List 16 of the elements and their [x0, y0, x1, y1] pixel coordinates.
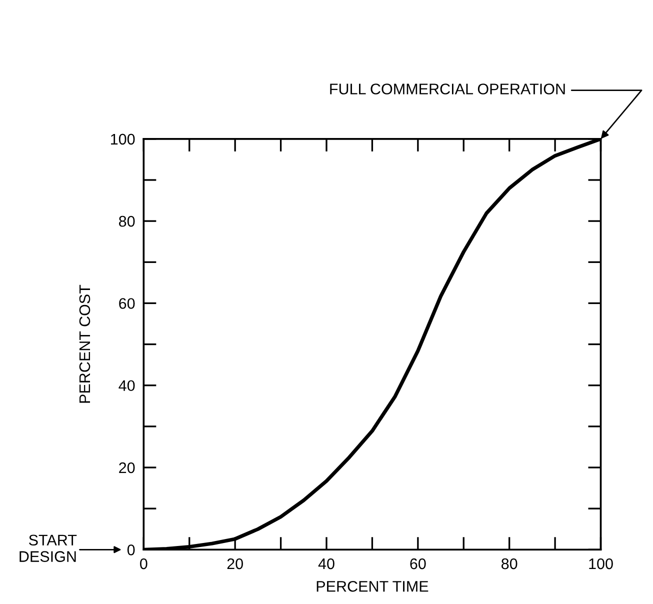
text: START DESIGN [20, 534, 77, 562]
annotation: FULL COMMERCIAL OPERATION [330, 84, 565, 94]
x-tick-label: 60 [410, 558, 426, 570]
x-tick-label: 80 [502, 558, 518, 570]
y-tick-label: 40 [118, 380, 135, 392]
x-tick-label: 100 [589, 558, 613, 570]
y-axis-title: PERCENT COST [79, 284, 90, 403]
y-tick-label: 100 [111, 134, 135, 145]
y-tick-label: 80 [119, 216, 135, 227]
x-tick-label: 0 [140, 558, 148, 570]
x-axis-title: PERCENT TIME [316, 580, 428, 592]
y-tick-label: 20 [119, 462, 135, 474]
x-tick-label: 20 [227, 558, 243, 570]
x-tick-label: 40 [318, 558, 334, 570]
y-tick-label: 0 [127, 544, 135, 556]
y-tick-label: 60 [119, 298, 135, 309]
